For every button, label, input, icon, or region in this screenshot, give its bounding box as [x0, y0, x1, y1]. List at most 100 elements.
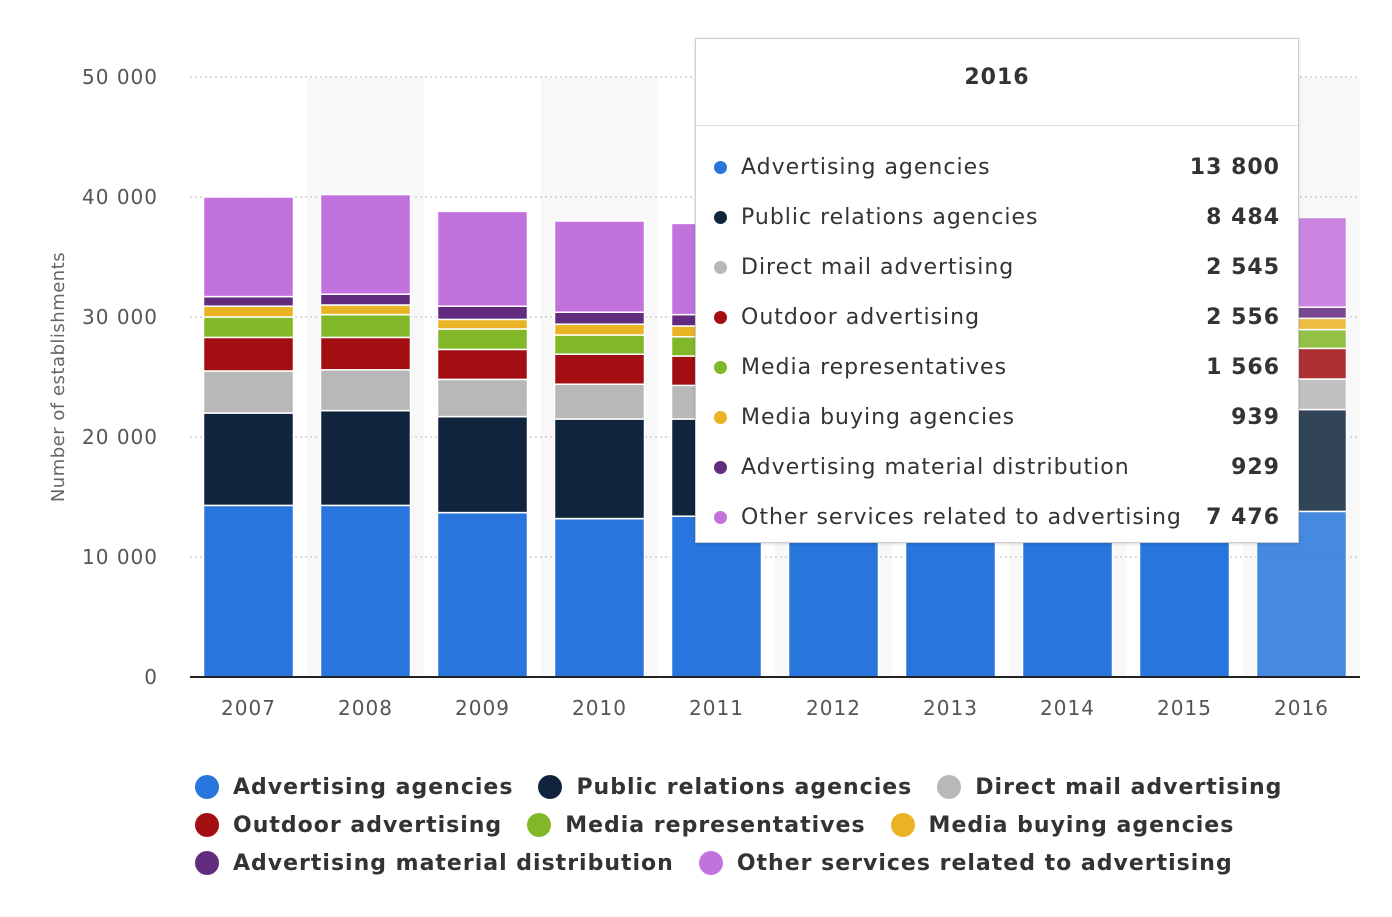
tooltip-series-value: 1 566: [1206, 354, 1280, 380]
tooltip-series-name: Outdoor advertising: [741, 304, 981, 330]
tooltip-series-name: Advertising material distribution: [741, 454, 1130, 480]
bar-segment[interactable]: [202, 504, 295, 678]
tooltip-title: 2016: [964, 65, 1030, 90]
legend-dot-icon: [698, 851, 723, 875]
x-tick-label: 2016: [1274, 696, 1329, 720]
bar-segment[interactable]: [553, 383, 646, 420]
x-tick-label: 2015: [1157, 696, 1212, 720]
tooltip-series-name: Media buying agencies: [741, 404, 1016, 430]
bar-segment[interactable]: [319, 504, 412, 678]
bar-segment[interactable]: [436, 318, 529, 330]
x-tick-label: 2012: [806, 696, 861, 720]
bar-segment[interactable]: [202, 336, 295, 372]
y-axis-title: Number of establishments: [48, 252, 69, 502]
legend-label: Media buying agencies: [928, 812, 1235, 838]
tooltip-series-value: 8 484: [1206, 204, 1280, 230]
legend-item[interactable]: Advertising material distribution: [195, 851, 674, 876]
legend-row: Outdoor advertising Media representatives…: [195, 806, 1295, 844]
legend-dot-icon: [937, 775, 962, 799]
tooltip-series-name: Advertising agencies: [741, 154, 991, 180]
tooltip-row: Advertising agencies 13 800: [714, 142, 1280, 192]
bar-segment[interactable]: [436, 328, 529, 351]
bar-segment[interactable]: [319, 409, 412, 507]
tooltip-series-value: 7 476: [1206, 504, 1280, 530]
legend-item[interactable]: Outdoor advertising: [195, 813, 502, 838]
bar-segment[interactable]: [319, 293, 412, 306]
tooltip-rows: Advertising agencies 13 800 Public relatio…: [714, 142, 1280, 542]
tooltip-series-value: 2 556: [1206, 304, 1280, 330]
bar-segment[interactable]: [553, 418, 646, 520]
series-dot-icon: [714, 310, 727, 324]
legend: Advertising agencies Public relations age…: [195, 768, 1295, 882]
bar-segment[interactable]: [436, 210, 529, 307]
bar-segment[interactable]: [319, 369, 412, 412]
tooltip-row: Media representatives 1 566: [714, 342, 1280, 392]
legend-item[interactable]: Other services related to advertising: [698, 850, 1233, 876]
bar-segment[interactable]: [553, 323, 646, 336]
tooltip-divider: [696, 125, 1298, 126]
legend-dot-icon: [527, 813, 552, 837]
x-tick-label: 2013: [923, 696, 978, 720]
legend-item[interactable]: Advertising agencies: [195, 775, 513, 800]
bar-segment[interactable]: [319, 313, 412, 339]
legend-dot-icon: [195, 775, 219, 799]
y-tick-label: 10 000: [82, 545, 158, 569]
bar-segment[interactable]: [202, 196, 295, 298]
bar-segment[interactable]: [202, 412, 295, 507]
bar-segment[interactable]: [319, 304, 412, 316]
series-dot-icon: [714, 510, 727, 524]
bar-segment[interactable]: [202, 316, 295, 339]
legend-dot-icon: [195, 813, 219, 837]
series-dot-icon: [714, 460, 727, 474]
bar-segment[interactable]: [202, 305, 295, 318]
bar-segment[interactable]: [436, 348, 529, 381]
bar-segment[interactable]: [553, 220, 646, 313]
legend-row: Advertising agencies Public relations age…: [195, 768, 1295, 806]
tooltip-row: Outdoor advertising 2 556: [714, 292, 1280, 342]
bar-segment[interactable]: [436, 378, 529, 418]
y-tick-label: 40 000: [82, 185, 158, 209]
bar-segment[interactable]: [319, 193, 412, 295]
series-dot-icon: [714, 360, 727, 374]
bar-segment[interactable]: [202, 370, 295, 414]
y-tick-label: 50 000: [82, 65, 158, 89]
bar-segment[interactable]: [436, 415, 529, 514]
tooltip-row: Media buying agencies 939: [714, 392, 1280, 442]
legend-dot-icon: [538, 775, 563, 799]
bar-segment[interactable]: [553, 517, 646, 678]
legend-item[interactable]: Direct mail advertising: [937, 775, 1282, 800]
bar-segment[interactable]: [319, 336, 412, 371]
legend-item[interactable]: Media buying agencies: [890, 812, 1235, 838]
bar-segment[interactable]: [436, 305, 529, 321]
tooltip-row: Advertising material distribution 929: [714, 442, 1280, 492]
y-tick-label: 0: [144, 665, 158, 689]
legend-label: Direct mail advertising: [975, 774, 1283, 800]
tooltip-series-name: Media representatives: [741, 354, 1008, 380]
legend-label: Public relations agencies: [576, 774, 913, 800]
tooltip-row: Public relations agencies 8 484: [714, 192, 1280, 242]
legend-label: Advertising material distribution: [233, 850, 674, 876]
legend-label: Outdoor advertising: [233, 812, 503, 838]
bar-segment[interactable]: [202, 295, 295, 307]
legend-label: Advertising agencies: [233, 774, 514, 800]
bar-segment[interactable]: [553, 353, 646, 385]
bar-segment[interactable]: [436, 511, 529, 678]
tooltip-row: Other services related to advertising 7 4…: [714, 492, 1280, 542]
series-dot-icon: [714, 210, 727, 224]
legend-dot-icon: [195, 851, 219, 875]
legend-label: Other services related to advertising: [736, 850, 1233, 876]
tooltip-row: Direct mail advertising 2 545: [714, 242, 1280, 292]
legend-item[interactable]: Media representatives: [527, 813, 865, 838]
tooltip-panel: 2016 Advertising agencies 13 800 Public re…: [695, 38, 1299, 543]
y-tick-label: 20 000: [82, 425, 158, 449]
tooltip-series-value: 13 800: [1189, 154, 1280, 180]
series-dot-icon: [714, 160, 727, 174]
x-tick-label: 2014: [1040, 696, 1095, 720]
legend-item[interactable]: Public relations agencies: [538, 775, 912, 800]
bar-segment[interactable]: [553, 311, 646, 325]
tooltip-series-name: Direct mail advertising: [741, 254, 1015, 280]
tooltip-series-value: 929: [1231, 454, 1280, 480]
legend-row: Advertising material distribution Other s…: [195, 844, 1295, 882]
bar-segment[interactable]: [553, 334, 646, 355]
